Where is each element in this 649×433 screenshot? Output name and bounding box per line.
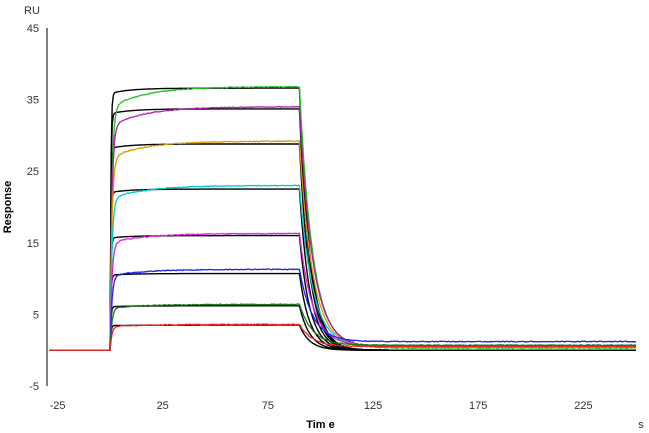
x-tick-labels: -25 25 75 125 175 225 bbox=[50, 400, 593, 412]
fit-series-line bbox=[49, 87, 636, 351]
data-series-line bbox=[49, 232, 637, 351]
data-series-line bbox=[49, 85, 637, 351]
y-axis-title: Response bbox=[2, 181, 14, 234]
data-curves bbox=[49, 85, 637, 351]
y-tick-label: 5 bbox=[33, 309, 39, 321]
fit-series-line bbox=[49, 143, 636, 351]
fit-series-line bbox=[49, 234, 636, 351]
y-tick-label: 15 bbox=[27, 238, 39, 250]
x-axis-title: Tim e bbox=[306, 419, 335, 431]
fit-curves bbox=[49, 87, 636, 351]
y-tick-label: 45 bbox=[27, 23, 39, 35]
data-series-line bbox=[49, 303, 637, 351]
x-tick-label: 225 bbox=[574, 400, 592, 412]
x-tick-label: -25 bbox=[50, 400, 66, 412]
y-tick-label: 25 bbox=[27, 166, 39, 178]
data-series-line bbox=[49, 139, 637, 351]
data-series-line bbox=[49, 105, 637, 351]
data-series-line bbox=[49, 323, 637, 351]
x-unit-label: s bbox=[638, 419, 644, 431]
y-unit-label: RU bbox=[24, 5, 40, 17]
x-tick-label: 175 bbox=[469, 400, 487, 412]
y-tick-labels: -5 5 15 25 35 45 bbox=[27, 23, 39, 393]
y-tick-label: -5 bbox=[29, 381, 39, 393]
x-tick-label: 25 bbox=[157, 400, 169, 412]
y-tick-label: 35 bbox=[27, 95, 39, 107]
data-series-line bbox=[49, 268, 637, 351]
x-tick-label: 75 bbox=[262, 400, 274, 412]
x-tick-label: 125 bbox=[364, 400, 382, 412]
